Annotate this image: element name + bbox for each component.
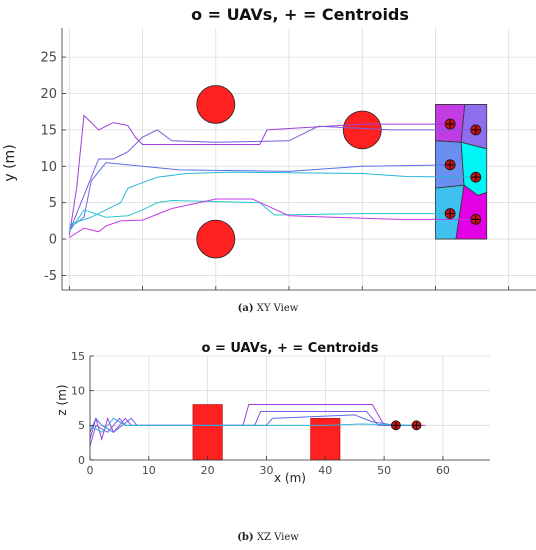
xz-uav-markers (390, 420, 422, 431)
xz-x-tick-label: 10 (142, 464, 156, 477)
xy-y-tick-label: 5 (49, 196, 57, 211)
xz-trajectory (89, 410, 420, 447)
xz-y-tick-label: 5 (78, 419, 85, 432)
xy-y-tick-label: 25 (40, 51, 57, 66)
xz-x-tick-label: 50 (377, 464, 391, 477)
xy-obstacles (196, 85, 382, 259)
xy-y-tick-label: 15 (40, 123, 57, 138)
xy-trajectory (68, 199, 451, 233)
xz-x-tick-label: 30 (259, 464, 273, 477)
xy-trajectory (68, 114, 451, 236)
caption-b-label: (b) (237, 532, 253, 543)
xy-y-tick-label: -5 (44, 269, 57, 284)
xy-trajectories (68, 114, 476, 239)
xz-trajectories (89, 404, 426, 447)
xy-y-tick-label: 20 (40, 87, 57, 102)
xy-obstacle (196, 85, 236, 124)
xy-y-tick-label: 0 (49, 233, 57, 248)
xy-trajectory (69, 162, 451, 229)
caption-a: (a) XY View (238, 303, 299, 314)
xz-y-tick-label: 10 (71, 385, 85, 398)
caption-b: (b) XZ View (237, 532, 299, 543)
xz-y-tick-label: 0 (78, 454, 85, 467)
xz-x-tick-label: 20 (201, 464, 215, 477)
xz-obstacle-block (192, 404, 223, 461)
xy-obstacle (342, 110, 382, 150)
xy-uav-markers (444, 118, 482, 225)
xz-x-tick-label: 60 (436, 464, 450, 477)
xz-y-tick-label: 15 (71, 350, 85, 363)
caption-b-text: XZ View (254, 532, 300, 543)
xy-y-tick-label: 10 (40, 160, 57, 175)
xy-y-axis-label: y (m) (2, 144, 18, 181)
xz-axes: 0 10 20 30 40 50 60 0 5 10 15 (71, 350, 490, 477)
caption-a-label: (a) (238, 303, 254, 314)
xz-view-chart: 0 10 20 30 40 50 60 0 5 10 15 o = UAVs, + = Centro… (55, 341, 490, 485)
xz-trajectory (89, 404, 426, 442)
xy-trajectory (69, 171, 476, 225)
xz-chart-title: o = UAVs, + = Centroids (202, 341, 379, 356)
xy-trajectory (69, 198, 476, 239)
xy-chart-title: o = UAVs, + = Centroids (191, 5, 409, 24)
xz-y-axis-label: z (m) (55, 384, 69, 415)
xz-x-tick-label: 40 (318, 464, 332, 477)
xy-view-chart: -5 0 5 10 15 20 25 o = UAVs, + = Centroids y (… (2, 5, 536, 291)
xz-grid (89, 355, 490, 461)
xz-trajectory (89, 417, 414, 433)
xy-voronoi-cell (455, 184, 488, 240)
xz-x-axis-label: x (m) (274, 471, 306, 485)
xy-obstacle (196, 219, 236, 259)
caption-a-text: XY View (254, 303, 299, 314)
xz-x-tick-label: 0 (87, 464, 94, 477)
xy-trajectory (68, 125, 476, 232)
xy-axes: -5 0 5 10 15 20 25 (40, 28, 536, 291)
